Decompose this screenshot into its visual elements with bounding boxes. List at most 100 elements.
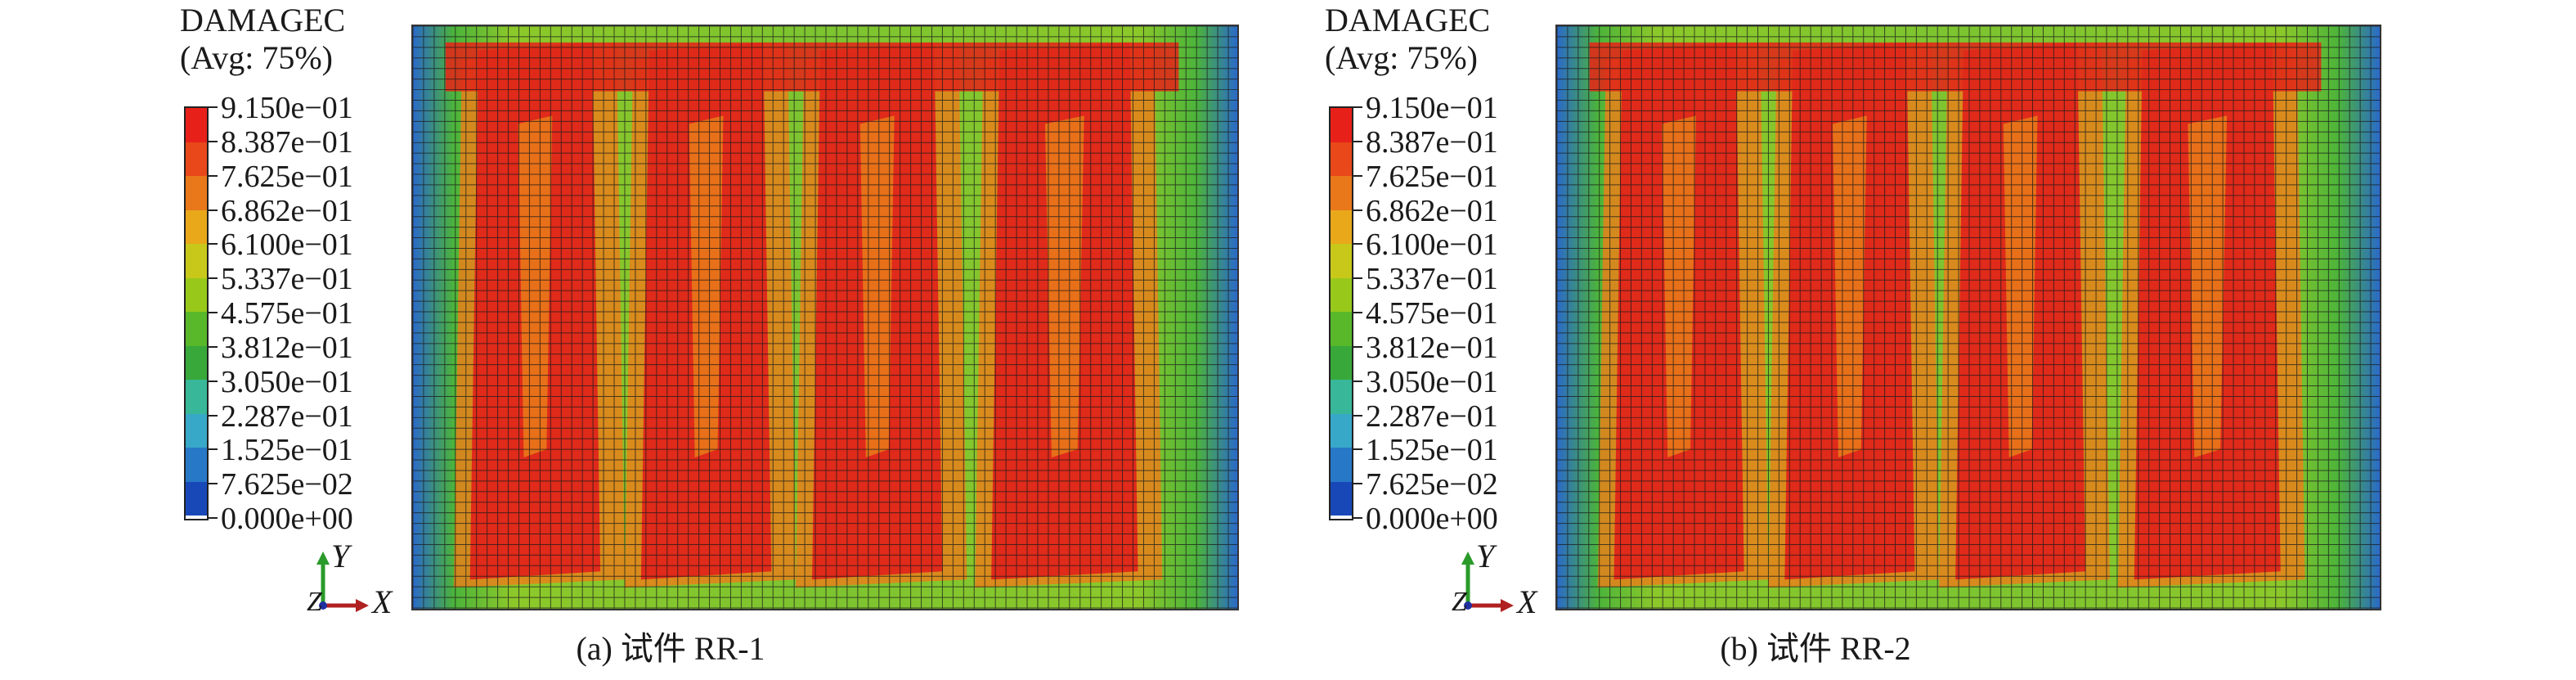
damage-band-inner bbox=[1662, 115, 1696, 458]
triad-arrows-icon bbox=[1461, 552, 1514, 612]
panel-a: DAMAGEC (Avg: 75%) 9.150e−01 8.387e−01 7.6… bbox=[180, 2, 1239, 667]
legend-swatch bbox=[186, 209, 207, 244]
legend-value-label: 5.337e−01 bbox=[221, 262, 353, 297]
legend-value-label: 9.150e−01 bbox=[221, 91, 353, 125]
legend-swatch bbox=[1331, 277, 1352, 312]
legend-swatch bbox=[1331, 380, 1352, 414]
legend-tick bbox=[1353, 106, 1362, 108]
damage-contour-plot-rr1 bbox=[411, 25, 1239, 610]
legend-swatch bbox=[1331, 108, 1352, 142]
legend-swatch bbox=[1331, 142, 1352, 176]
caption-rr2: (b) 试件 RR-2 bbox=[1720, 630, 1911, 667]
legend-tick bbox=[1353, 243, 1362, 245]
contour-svg-rr2 bbox=[1557, 26, 2380, 609]
legend-value-label: 3.812e−01 bbox=[221, 330, 353, 365]
legend-value-label: 1.525e−01 bbox=[1366, 433, 1498, 468]
axis-label-z: Z bbox=[1452, 587, 1467, 617]
legend-swatch bbox=[1331, 413, 1352, 448]
legend-swatch bbox=[186, 176, 207, 210]
legend-value-label: 6.100e−01 bbox=[221, 227, 353, 263]
legend-tick bbox=[208, 277, 218, 280]
legend-variable: DAMAGEC bbox=[1325, 2, 1491, 38]
contour-svg-rr1 bbox=[413, 26, 1237, 609]
legend-tick bbox=[1353, 312, 1362, 313]
damage-band-inner bbox=[2003, 115, 2038, 458]
legend-tick bbox=[208, 312, 218, 313]
legend-tick bbox=[208, 517, 218, 519]
legend-swatch bbox=[186, 413, 207, 448]
legend-value-label: 4.575e−01 bbox=[221, 296, 353, 331]
axis-triad: Y X Z bbox=[307, 538, 405, 619]
damage-band-inner bbox=[689, 115, 724, 458]
legend-swatch bbox=[1331, 176, 1352, 210]
legend-color-bar bbox=[1329, 106, 1353, 520]
legend-value-label: 1.525e−01 bbox=[221, 433, 353, 468]
legend-tick bbox=[1353, 174, 1362, 177]
legend-value-label: 0.000e+00 bbox=[221, 502, 353, 536]
legend-value-label: 3.050e−01 bbox=[1366, 364, 1498, 399]
legend-swatch bbox=[186, 345, 207, 380]
axis-label-x: X bbox=[372, 583, 393, 620]
legend-swatch bbox=[1331, 209, 1352, 244]
legend-value-label: 2.287e−01 bbox=[221, 399, 353, 434]
legend-swatch bbox=[186, 312, 207, 346]
legend-color-bar bbox=[184, 106, 209, 520]
legend-swatch bbox=[1331, 244, 1352, 278]
legend-swatch bbox=[186, 108, 207, 142]
legend-value-label: 5.337e−01 bbox=[1366, 262, 1498, 297]
legend-value-label: 7.625e−01 bbox=[1366, 159, 1498, 194]
legend-value-label: 4.575e−01 bbox=[1366, 296, 1498, 331]
legend-swatch bbox=[186, 244, 207, 278]
legend-swatch bbox=[1331, 448, 1352, 482]
legend-swatch bbox=[1331, 481, 1352, 516]
legend-tick bbox=[1353, 448, 1362, 451]
legend-tick bbox=[1353, 380, 1362, 382]
legend-swatch bbox=[1331, 345, 1352, 380]
damage-top-strip bbox=[445, 42, 1179, 92]
legend-value-label: 7.625e−02 bbox=[1366, 467, 1498, 502]
legend-tick bbox=[1353, 140, 1362, 142]
legend-tick bbox=[208, 448, 218, 451]
legend-tick bbox=[208, 483, 218, 485]
caption-rr1: (a) 试件 RR-1 bbox=[576, 630, 765, 667]
mesh-grid bbox=[413, 26, 1237, 609]
legend-swatch bbox=[186, 277, 207, 312]
legend-averaging: (Avg: 75%) bbox=[1325, 39, 1478, 76]
legend-swatch bbox=[1331, 312, 1352, 346]
legend-tick bbox=[208, 209, 218, 211]
damage-band-inner bbox=[518, 115, 553, 458]
legend-tick bbox=[208, 106, 218, 108]
legend-swatch bbox=[186, 142, 207, 176]
legend-tick bbox=[208, 140, 218, 142]
legend-tick bbox=[208, 345, 218, 348]
legend-averaging: (Avg: 75%) bbox=[180, 39, 333, 76]
legend-value-label: 2.287e−01 bbox=[1366, 399, 1498, 434]
damage-band-inner bbox=[2188, 115, 2228, 458]
triad-arrows-icon bbox=[316, 552, 369, 612]
damage-band-inner bbox=[859, 115, 895, 458]
legend-swatch bbox=[186, 380, 207, 414]
legend-tick bbox=[1353, 209, 1362, 211]
legend-variable: DAMAGEC bbox=[180, 2, 346, 38]
legend-value-label: 8.387e−01 bbox=[1366, 124, 1498, 160]
legend-value-label: 7.625e−02 bbox=[221, 467, 353, 502]
legend-tick bbox=[1353, 517, 1362, 519]
legend-value-label: 9.150e−01 bbox=[1366, 91, 1498, 125]
legend-value-label: 6.862e−01 bbox=[221, 193, 353, 228]
panel-b: DAMAGEC (Avg: 75%) 9.150e−01 8.387e−01 7.6… bbox=[1145, 0, 2433, 680]
legend-tick bbox=[1353, 277, 1362, 280]
damage-contour-plot-rr2 bbox=[1555, 25, 2381, 610]
legend-value-label: 8.387e−01 bbox=[221, 124, 353, 160]
axis-triad: Y X Z bbox=[1452, 540, 1550, 619]
damage-band-inner bbox=[1832, 115, 1867, 458]
legend-value-label: 6.100e−01 bbox=[1366, 227, 1498, 263]
legend-swatch bbox=[186, 481, 207, 516]
legend-tick bbox=[208, 414, 218, 417]
mesh-grid bbox=[1557, 26, 2380, 609]
damage-band-inner bbox=[1044, 115, 1084, 458]
damage-top-strip bbox=[1589, 42, 2322, 92]
legend-tick bbox=[1353, 483, 1362, 485]
axis-label-y: Y bbox=[331, 538, 350, 574]
legend-value-label: 6.862e−01 bbox=[1366, 193, 1498, 228]
legend-tick bbox=[208, 174, 218, 177]
